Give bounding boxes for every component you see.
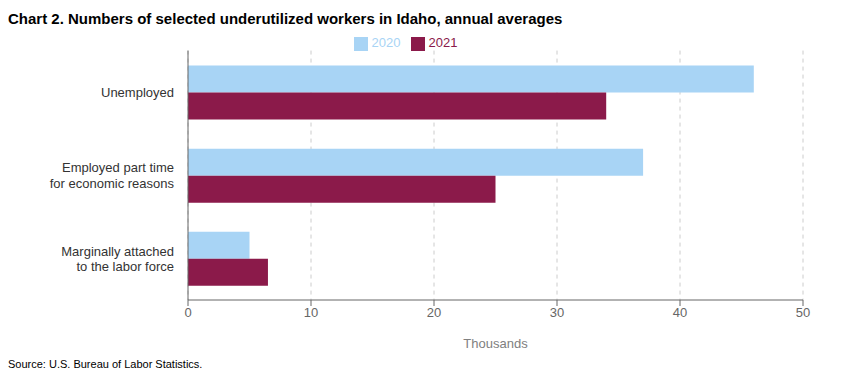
svg-text:10: 10 — [304, 305, 318, 320]
html-text:Chart 2. Numbers of selected u: Chart 2. Numbers of selected underutiliz… — [8, 10, 563, 27]
svg-text:Employed part timefor economic: Employed part timefor economic reasons — [50, 160, 175, 191]
svg-text:50: 50 — [796, 305, 810, 320]
html-text:2020: 2020 — [371, 35, 401, 50]
svg-text:Marginally attachedto the labo: Marginally attachedto the labor force — [61, 243, 174, 274]
svg-text:Unemployed: Unemployed — [101, 85, 174, 100]
svg-text:40: 40 — [673, 305, 687, 320]
svg-text:20: 20 — [427, 305, 441, 320]
svg-text:30: 30 — [550, 305, 564, 320]
html-text:Source: U.S. Bureau of Labor S: Source: U.S. Bureau of Labor Statistics. — [8, 358, 203, 370]
svg-text:Thousands: Thousands — [463, 336, 528, 351]
html-text:2021: 2021 — [428, 35, 458, 50]
svg-text:0: 0 — [184, 305, 191, 320]
